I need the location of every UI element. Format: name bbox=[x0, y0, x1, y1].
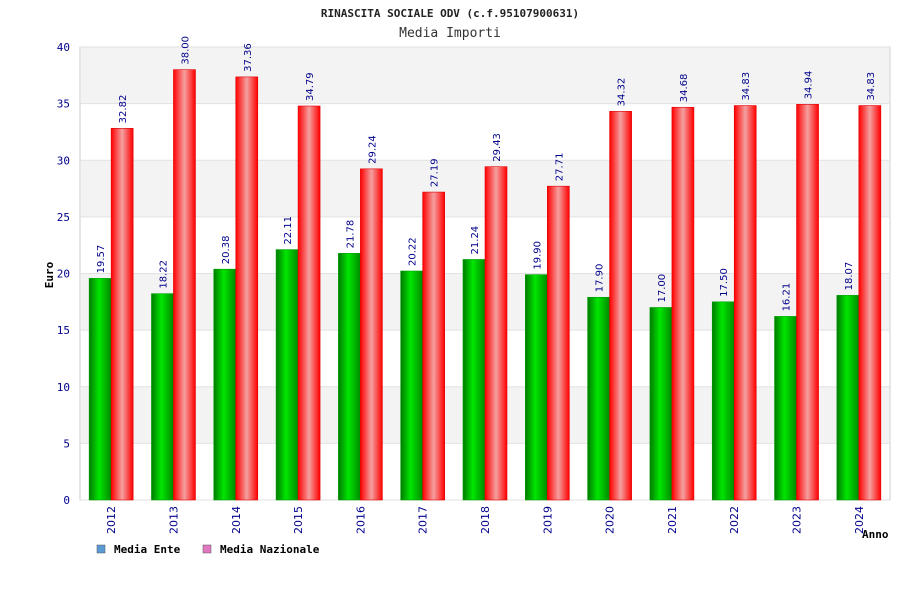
x-tick-label-2023: 2023 bbox=[791, 506, 804, 534]
x-tick-label-2021: 2021 bbox=[666, 506, 679, 534]
bar-media-ente-2014 bbox=[213, 268, 237, 501]
chart-subtitle: Media Importi bbox=[399, 26, 501, 41]
bar-media-ente-2013 bbox=[151, 293, 174, 501]
value-label-media-nazionale-2020: 34.32 bbox=[617, 78, 628, 107]
y-tick-label: 30 bbox=[57, 154, 70, 167]
x-tick-label-2020: 2020 bbox=[604, 506, 617, 534]
value-label-media-nazionale-2019: 27.71 bbox=[554, 153, 565, 182]
bar-media-nazionale-2023 bbox=[796, 104, 819, 501]
value-label-media-ente-2015: 22.11 bbox=[283, 216, 294, 245]
bar-media-ente-2022 bbox=[711, 301, 735, 501]
value-label-media-ente-2020: 17.90 bbox=[595, 264, 606, 293]
y-axis-ticks: 0 5 10 15 20 25 30 35 40 bbox=[57, 41, 70, 507]
bar-media-ente-2020 bbox=[587, 296, 610, 501]
bar-media-nazionale-2014 bbox=[235, 76, 259, 501]
bar-media-nazionale-2024 bbox=[858, 105, 882, 501]
value-labels: 19.57 32.82 18.22 38.00 20.38 37.36 22.11 34.79… bbox=[96, 36, 877, 311]
x-tick-label-2016: 2016 bbox=[354, 506, 367, 534]
x-tick-label-2017: 2017 bbox=[417, 506, 430, 534]
value-label-media-ente-2023: 16.21 bbox=[782, 283, 793, 312]
y-tick-label: 20 bbox=[57, 268, 70, 281]
y-tick-label: 40 bbox=[57, 41, 70, 54]
x-tick-label-2019: 2019 bbox=[541, 506, 554, 534]
x-tick-label-2018: 2018 bbox=[479, 506, 492, 534]
bar-media-ente-2016 bbox=[338, 253, 361, 501]
bar-media-nazionale-2015 bbox=[297, 105, 321, 501]
bar-media-ente-2019 bbox=[525, 274, 548, 501]
value-label-media-ente-2017: 20.22 bbox=[408, 237, 419, 266]
x-tick-label-2015: 2015 bbox=[292, 506, 305, 534]
x-axis-ticks: 2012 2013 2014 2015 2016 2017 2018 2019 2020 2021… bbox=[105, 506, 866, 534]
plot-band bbox=[81, 47, 889, 104]
bar-media-nazionale-2022 bbox=[733, 105, 757, 501]
bar-media-nazionale-2018 bbox=[484, 166, 508, 501]
value-label-media-ente-2022: 17.50 bbox=[719, 268, 730, 297]
value-label-media-nazionale-2023: 34.94 bbox=[804, 71, 815, 100]
bars bbox=[88, 69, 882, 501]
bar-media-ente-2018 bbox=[462, 259, 486, 501]
value-label-media-ente-2018: 21.24 bbox=[470, 226, 481, 255]
bar-media-nazionale-2019 bbox=[547, 185, 570, 501]
value-label-media-nazionale-2018: 29.43 bbox=[492, 133, 503, 162]
y-tick-label: 25 bbox=[57, 211, 70, 224]
bar-media-ente-2021 bbox=[649, 307, 673, 501]
y-tick-label: 0 bbox=[63, 494, 70, 507]
x-tick-label-2013: 2013 bbox=[167, 506, 180, 534]
x-tick-label-2014: 2014 bbox=[230, 506, 243, 534]
legend-label-media-nazionale: Media Nazionale bbox=[220, 543, 320, 556]
legend-swatch-media-ente bbox=[96, 544, 106, 554]
y-axis-label: Euro bbox=[43, 261, 56, 288]
bar-media-nazionale-2021 bbox=[671, 106, 695, 501]
value-label-media-ente-2024: 18.07 bbox=[844, 262, 855, 291]
chart-title: RINASCITA SOCIALE ODV (c.f.95107900631) bbox=[321, 7, 579, 20]
value-label-media-nazionale-2024: 34.83 bbox=[866, 72, 877, 101]
bar-media-ente-2012 bbox=[88, 278, 112, 501]
value-label-media-nazionale-2017: 27.19 bbox=[430, 158, 441, 187]
legend-label-media-ente: Media Ente bbox=[114, 543, 181, 556]
x-tick-label-2024: 2024 bbox=[853, 506, 866, 534]
bar-media-nazionale-2012 bbox=[110, 128, 134, 501]
value-label-media-ente-2016: 21.78 bbox=[345, 220, 356, 249]
bar-media-ente-2023 bbox=[774, 316, 797, 501]
legend: Media Ente Media Nazionale bbox=[96, 543, 320, 556]
y-tick-label: 10 bbox=[57, 381, 70, 394]
value-label-media-ente-2014: 20.38 bbox=[221, 236, 232, 265]
value-label-media-nazionale-2013: 38.00 bbox=[180, 36, 191, 65]
bar-media-ente-2017 bbox=[400, 270, 423, 501]
value-label-media-nazionale-2022: 34.83 bbox=[741, 72, 752, 101]
value-label-media-ente-2012: 19.57 bbox=[96, 245, 107, 274]
value-label-media-nazionale-2016: 29.24 bbox=[367, 135, 378, 164]
y-tick-label: 35 bbox=[57, 98, 70, 111]
bar-media-nazionale-2017 bbox=[422, 191, 445, 501]
y-tick-label: 15 bbox=[57, 324, 70, 337]
value-label-media-ente-2013: 18.22 bbox=[158, 260, 169, 289]
value-label-media-nazionale-2015: 34.79 bbox=[305, 72, 316, 101]
bar-media-ente-2024 bbox=[836, 295, 860, 501]
value-label-media-nazionale-2012: 32.82 bbox=[118, 95, 129, 124]
x-tick-label-2012: 2012 bbox=[105, 506, 118, 534]
legend-swatch-media-nazionale bbox=[202, 544, 212, 554]
value-label-media-ente-2019: 19.90 bbox=[532, 241, 543, 270]
y-tick-label: 5 bbox=[63, 437, 70, 450]
value-label-media-nazionale-2021: 34.68 bbox=[679, 74, 690, 103]
x-tick-label-2022: 2022 bbox=[728, 506, 741, 534]
x-axis-label: Anno bbox=[862, 528, 889, 541]
bar-media-ente-2015 bbox=[275, 249, 299, 501]
bar-media-nazionale-2020 bbox=[609, 111, 632, 501]
bar-media-nazionale-2013 bbox=[173, 69, 196, 501]
value-label-media-nazionale-2014: 37.36 bbox=[243, 43, 254, 72]
bar-media-nazionale-2016 bbox=[360, 168, 383, 501]
value-label-media-ente-2021: 17.00 bbox=[657, 274, 668, 303]
